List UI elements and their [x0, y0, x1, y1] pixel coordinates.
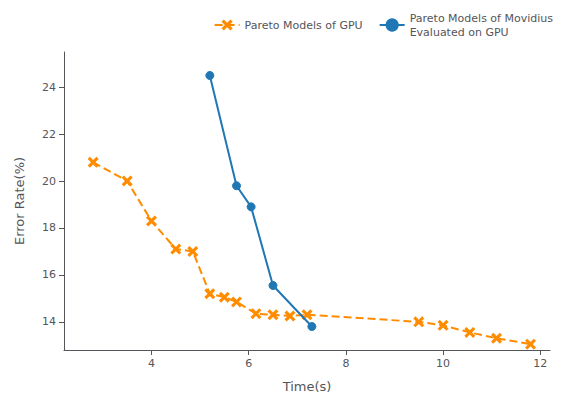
- svg-text:Evaluated on GPU: Evaluated on GPU: [410, 26, 509, 39]
- svg-text:20: 20: [42, 175, 56, 188]
- svg-text:18: 18: [42, 221, 56, 234]
- svg-text:Error Rate(%): Error Rate(%): [12, 157, 27, 245]
- svg-text:22: 22: [42, 128, 56, 141]
- svg-text:8: 8: [342, 357, 349, 370]
- svg-text:14: 14: [42, 315, 56, 328]
- svg-text:16: 16: [42, 268, 56, 281]
- svg-text:4: 4: [148, 357, 155, 370]
- svg-text:12: 12: [533, 357, 547, 370]
- svg-text:Pareto Models of Movidius: Pareto Models of Movidius: [410, 12, 554, 25]
- svg-text:Time(s): Time(s): [282, 379, 332, 394]
- svg-text:10: 10: [436, 357, 450, 370]
- svg-text:6: 6: [245, 357, 252, 370]
- svg-text:24: 24: [42, 81, 56, 94]
- svg-text:Pareto Models of GPU: Pareto Models of GPU: [245, 19, 363, 32]
